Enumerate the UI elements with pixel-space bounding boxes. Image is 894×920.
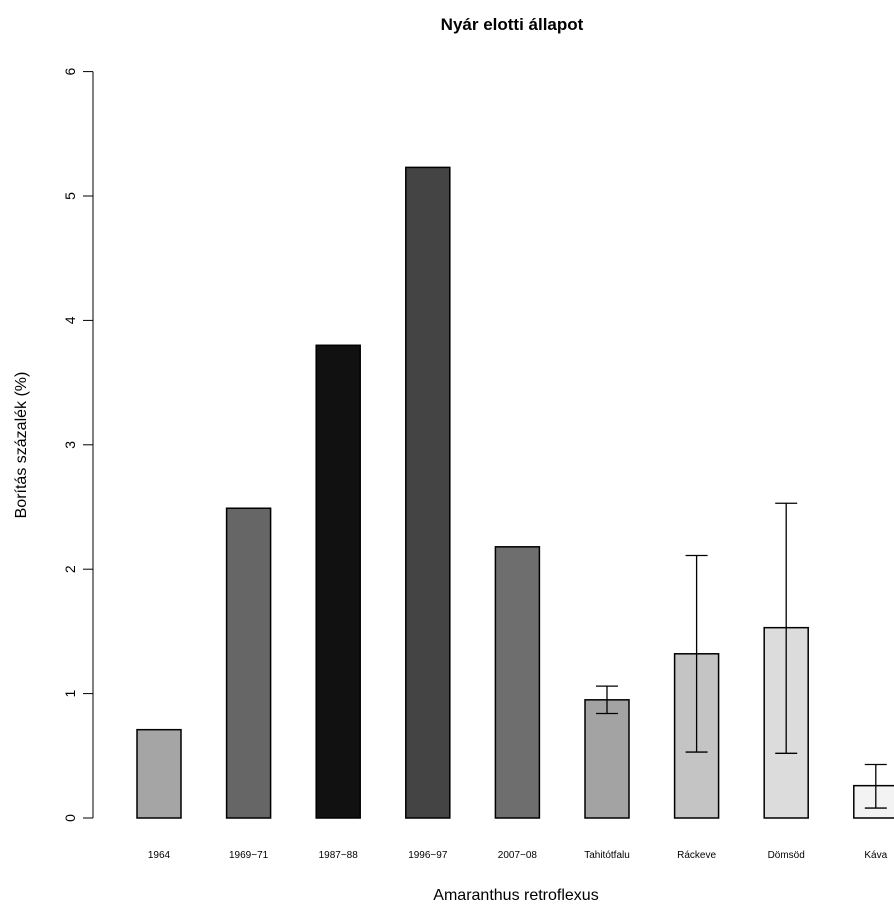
x-tick-label: 1969−71 [229, 850, 269, 861]
x-tick-labels: 1964 1969−71 1987−88 1996−97 2007−08 Tahitótf… [148, 850, 888, 861]
x-tick-label: Tahitótfalu [584, 850, 630, 861]
bar [405, 166, 451, 819]
x-tick-label: Ráckeve [677, 850, 716, 861]
x-tick-label: 1996−97 [408, 850, 448, 861]
y-tick-label: 4 [62, 316, 78, 324]
x-tick-label: 1964 [148, 850, 171, 861]
y-tick-label: 1 [62, 689, 78, 697]
y-tick-label: 6 [62, 67, 78, 75]
bar [315, 344, 361, 819]
bar [584, 699, 630, 819]
y-tick-label: 3 [62, 441, 78, 449]
y-axis-title: Borítás százalék (%) [13, 372, 30, 519]
x-tick-label: 2007−08 [498, 850, 538, 861]
bar [853, 784, 894, 819]
y-tick-label: 2 [62, 565, 78, 573]
x-tick-label: 1987−88 [319, 850, 359, 861]
bar [494, 546, 541, 819]
y-tick-label: 5 [62, 192, 78, 200]
x-tick-label: Káva [864, 850, 887, 861]
bars-group [136, 166, 894, 819]
chart-title: Nyár elotti állapot [441, 15, 584, 34]
x-axis-title: Amaranthus retroflexus [433, 887, 598, 904]
bar [136, 728, 182, 819]
bar [225, 507, 272, 819]
y-tick-label: 0 [62, 814, 78, 822]
x-tick-label: Dömsöd [768, 850, 805, 861]
y-axis: 0 1 2 3 4 5 6 [62, 67, 94, 822]
